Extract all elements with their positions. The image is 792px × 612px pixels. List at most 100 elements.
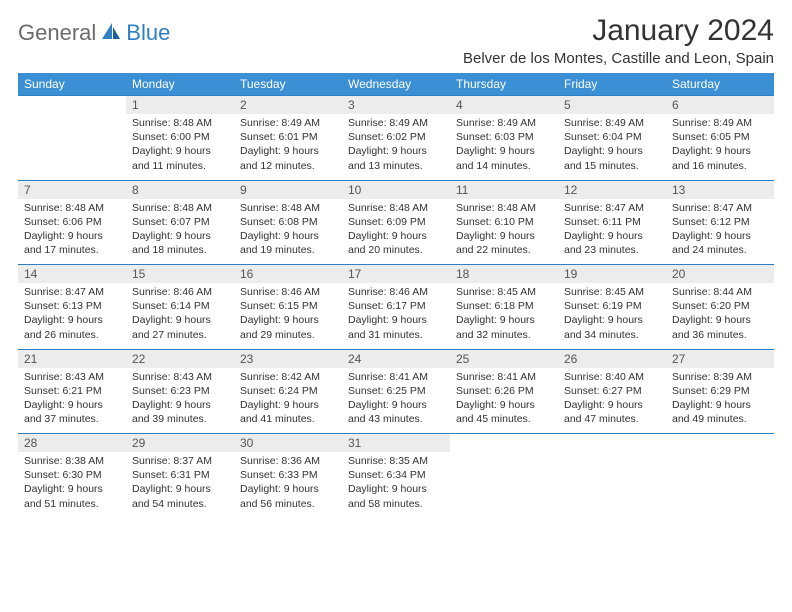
day-detail-line: Daylight: 9 hours	[348, 229, 444, 243]
weekday-header: Tuesday	[234, 73, 342, 96]
day-content-cell: Sunrise: 8:44 AMSunset: 6:20 PMDaylight:…	[666, 283, 774, 349]
day-detail-line: and 12 minutes.	[240, 159, 336, 173]
day-detail-line: Sunset: 6:30 PM	[24, 468, 120, 482]
day-number-cell: 8	[126, 180, 234, 199]
day-detail-line: Sunset: 6:33 PM	[240, 468, 336, 482]
day-detail-line: Sunset: 6:29 PM	[672, 384, 768, 398]
day-detail-line: Daylight: 9 hours	[348, 482, 444, 496]
day-detail-line: Sunset: 6:12 PM	[672, 215, 768, 229]
day-detail-line: Sunrise: 8:43 AM	[132, 370, 228, 384]
day-detail-line: Sunrise: 8:40 AM	[564, 370, 660, 384]
day-content-cell: Sunrise: 8:48 AMSunset: 6:08 PMDaylight:…	[234, 199, 342, 265]
day-content-cell: Sunrise: 8:42 AMSunset: 6:24 PMDaylight:…	[234, 368, 342, 434]
day-number-cell: 9	[234, 180, 342, 199]
day-detail-line: Sunset: 6:18 PM	[456, 299, 552, 313]
day-detail-line: Sunrise: 8:41 AM	[348, 370, 444, 384]
day-content-cell: Sunrise: 8:40 AMSunset: 6:27 PMDaylight:…	[558, 368, 666, 434]
day-number-cell: 14	[18, 265, 126, 284]
day-number-cell: 4	[450, 96, 558, 115]
day-number-cell: 21	[18, 349, 126, 368]
day-content-cell: Sunrise: 8:41 AMSunset: 6:26 PMDaylight:…	[450, 368, 558, 434]
day-detail-line: Sunset: 6:19 PM	[564, 299, 660, 313]
day-detail-line: and 43 minutes.	[348, 412, 444, 426]
day-detail-line: Sunset: 6:08 PM	[240, 215, 336, 229]
day-content-cell: Sunrise: 8:35 AMSunset: 6:34 PMDaylight:…	[342, 452, 450, 518]
header-right: January 2024 Belver de los Montes, Casti…	[463, 14, 774, 67]
day-number-cell: 24	[342, 349, 450, 368]
day-number-cell: 30	[234, 434, 342, 453]
day-content-cell: Sunrise: 8:36 AMSunset: 6:33 PMDaylight:…	[234, 452, 342, 518]
day-number-cell	[450, 434, 558, 453]
day-detail-line: Sunrise: 8:36 AM	[240, 454, 336, 468]
day-detail-line: Sunset: 6:02 PM	[348, 130, 444, 144]
day-detail-line: Daylight: 9 hours	[24, 482, 120, 496]
day-number-cell: 22	[126, 349, 234, 368]
day-detail-line: Sunrise: 8:48 AM	[132, 116, 228, 130]
day-detail-line: Sunrise: 8:49 AM	[672, 116, 768, 130]
day-number-cell: 10	[342, 180, 450, 199]
day-number-cell: 11	[450, 180, 558, 199]
day-number-cell: 15	[126, 265, 234, 284]
day-content-cell: Sunrise: 8:47 AMSunset: 6:12 PMDaylight:…	[666, 199, 774, 265]
day-number-cell: 23	[234, 349, 342, 368]
day-content-cell: Sunrise: 8:48 AMSunset: 6:09 PMDaylight:…	[342, 199, 450, 265]
day-detail-line: Sunset: 6:24 PM	[240, 384, 336, 398]
day-content-cell: Sunrise: 8:38 AMSunset: 6:30 PMDaylight:…	[18, 452, 126, 518]
day-content-cell: Sunrise: 8:39 AMSunset: 6:29 PMDaylight:…	[666, 368, 774, 434]
day-detail-line: Sunset: 6:11 PM	[564, 215, 660, 229]
day-detail-line: and 29 minutes.	[240, 328, 336, 342]
day-detail-line: Daylight: 9 hours	[132, 482, 228, 496]
day-detail-line: Sunset: 6:25 PM	[348, 384, 444, 398]
day-detail-line: and 24 minutes.	[672, 243, 768, 257]
day-detail-line: and 32 minutes.	[456, 328, 552, 342]
day-number-cell: 3	[342, 96, 450, 115]
day-detail-line: Sunrise: 8:37 AM	[132, 454, 228, 468]
day-number-cell: 2	[234, 96, 342, 115]
month-title: January 2024	[463, 14, 774, 48]
day-content-row: Sunrise: 8:43 AMSunset: 6:21 PMDaylight:…	[18, 368, 774, 434]
day-content-cell: Sunrise: 8:41 AMSunset: 6:25 PMDaylight:…	[342, 368, 450, 434]
day-detail-line: and 56 minutes.	[240, 497, 336, 511]
day-detail-line: Daylight: 9 hours	[564, 144, 660, 158]
day-detail-line: Daylight: 9 hours	[24, 398, 120, 412]
day-detail-line: Daylight: 9 hours	[456, 144, 552, 158]
day-detail-line: Sunset: 6:23 PM	[132, 384, 228, 398]
day-detail-line: Sunset: 6:06 PM	[24, 215, 120, 229]
day-detail-line: Sunrise: 8:47 AM	[672, 201, 768, 215]
day-detail-line: Daylight: 9 hours	[240, 144, 336, 158]
day-detail-line: Sunset: 6:34 PM	[348, 468, 444, 482]
day-detail-line: Sunset: 6:04 PM	[564, 130, 660, 144]
day-detail-line: Daylight: 9 hours	[672, 144, 768, 158]
day-content-row: Sunrise: 8:38 AMSunset: 6:30 PMDaylight:…	[18, 452, 774, 518]
day-detail-line: Sunset: 6:07 PM	[132, 215, 228, 229]
day-detail-line: Sunrise: 8:45 AM	[456, 285, 552, 299]
day-content-cell: Sunrise: 8:43 AMSunset: 6:23 PMDaylight:…	[126, 368, 234, 434]
day-number-cell	[18, 96, 126, 115]
day-detail-line: Sunset: 6:15 PM	[240, 299, 336, 313]
weekday-header: Sunday	[18, 73, 126, 96]
day-detail-line: Sunrise: 8:42 AM	[240, 370, 336, 384]
day-number-row: 14151617181920	[18, 265, 774, 284]
day-detail-line: Sunset: 6:03 PM	[456, 130, 552, 144]
day-detail-line: Daylight: 9 hours	[132, 229, 228, 243]
day-content-cell	[18, 114, 126, 180]
day-detail-line: Sunrise: 8:43 AM	[24, 370, 120, 384]
day-number-cell: 20	[666, 265, 774, 284]
day-detail-line: and 31 minutes.	[348, 328, 444, 342]
day-number-cell: 12	[558, 180, 666, 199]
day-detail-line: and 41 minutes.	[240, 412, 336, 426]
day-detail-line: and 27 minutes.	[132, 328, 228, 342]
weekday-header: Saturday	[666, 73, 774, 96]
day-detail-line: Sunset: 6:14 PM	[132, 299, 228, 313]
day-detail-line: Daylight: 9 hours	[240, 313, 336, 327]
day-number-cell: 5	[558, 96, 666, 115]
day-detail-line: Daylight: 9 hours	[348, 313, 444, 327]
day-content-cell: Sunrise: 8:48 AMSunset: 6:07 PMDaylight:…	[126, 199, 234, 265]
day-detail-line: Sunrise: 8:48 AM	[132, 201, 228, 215]
day-detail-line: and 18 minutes.	[132, 243, 228, 257]
day-detail-line: Sunrise: 8:46 AM	[240, 285, 336, 299]
brand-text-general: General	[18, 20, 96, 46]
day-detail-line: Daylight: 9 hours	[672, 313, 768, 327]
day-detail-line: and 37 minutes.	[24, 412, 120, 426]
day-detail-line: Sunset: 6:21 PM	[24, 384, 120, 398]
